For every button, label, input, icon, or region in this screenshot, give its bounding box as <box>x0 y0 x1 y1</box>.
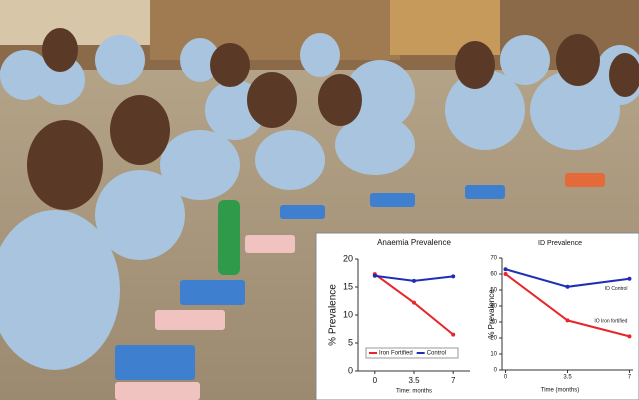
y-tick-label: 5 <box>348 337 353 347</box>
x-axis-label: Time: months <box>396 389 432 395</box>
y-tick-label: 15 <box>343 281 353 291</box>
y-tick-label: 0 <box>348 365 353 375</box>
x-axis-label: Time (months) <box>541 388 579 394</box>
x-tick-label: 7 <box>628 375 632 381</box>
point <box>372 273 377 278</box>
chart-title: Anaemia Prevalence <box>377 238 451 247</box>
y-tick-label: 20 <box>490 336 497 342</box>
x-tick-label: 7 <box>451 376 456 385</box>
legend-label: Control <box>427 351 446 357</box>
point <box>627 276 632 281</box>
x-tick-label: 0 <box>504 375 508 381</box>
point <box>451 274 456 279</box>
point <box>412 300 416 305</box>
y-tick-label: 10 <box>490 352 497 358</box>
point <box>503 272 508 276</box>
legend-box <box>365 347 459 359</box>
y-tick-label: 30 <box>490 320 497 326</box>
legend-label: IO Iron fortified <box>594 319 627 325</box>
y-axis-label: % Prevalence <box>328 284 339 346</box>
x-tick-label: 3.5 <box>408 376 420 385</box>
y-tick-label: 70 <box>490 256 497 262</box>
y-axis-label: % Prevalence <box>487 289 496 339</box>
charts: Anaemia Prevalence Time: months % Prevalen… <box>328 238 633 395</box>
y-tick-label: 60 <box>490 272 497 278</box>
chart-panel <box>315 232 639 400</box>
point <box>503 267 508 272</box>
legend-label: Iron Fortified <box>379 351 413 357</box>
y-tick-label: 0 <box>494 368 498 374</box>
y-tick-label: 40 <box>490 304 497 310</box>
legend-label: IO Control <box>605 286 628 292</box>
point <box>565 284 570 289</box>
x-tick-label: 3.5 <box>563 375 572 381</box>
point <box>451 332 456 337</box>
point <box>565 318 570 323</box>
y-tick-label: 50 <box>490 288 497 294</box>
y-tick-label: 20 <box>343 253 353 263</box>
chart-title: ID Prevalence <box>538 240 582 247</box>
point <box>412 278 416 283</box>
point <box>627 334 632 339</box>
y-tick-label: 10 <box>343 309 353 319</box>
x-tick-label: 0 <box>373 376 378 385</box>
